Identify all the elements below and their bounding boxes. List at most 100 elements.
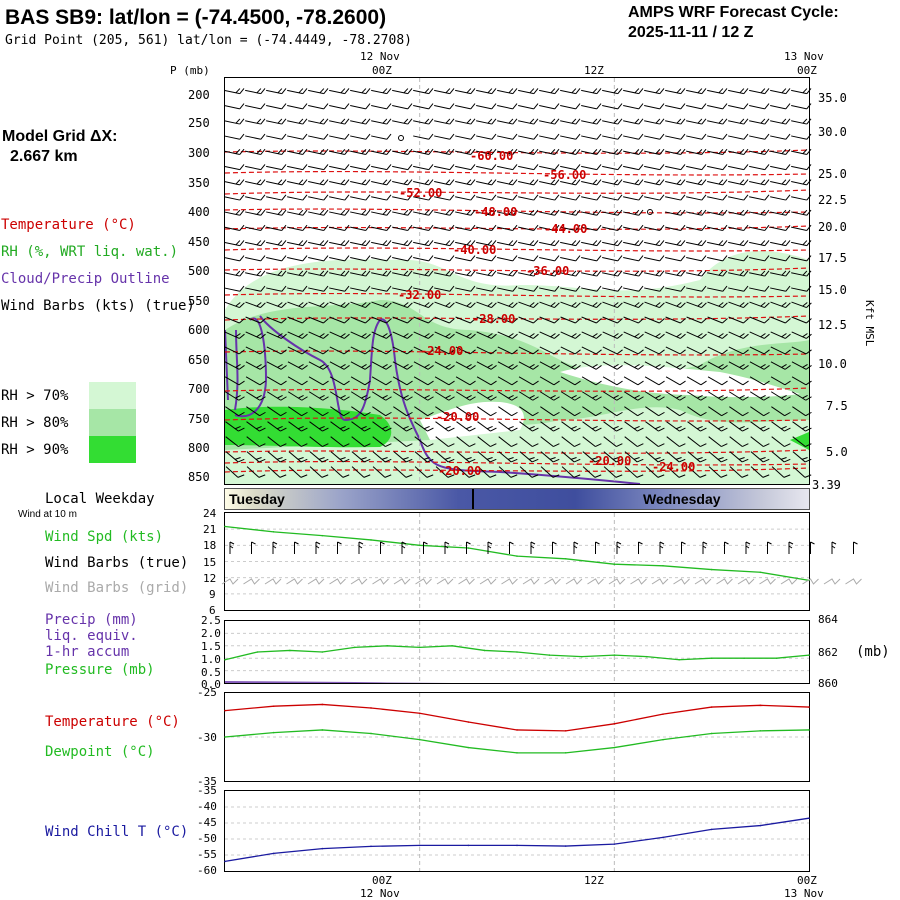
wind-barb bbox=[707, 209, 728, 216]
wind-barb bbox=[771, 406, 791, 417]
temperature-point bbox=[418, 712, 421, 715]
wind-ytick: 24 bbox=[203, 507, 217, 520]
wind-barb bbox=[393, 406, 413, 417]
grid-wind-barb bbox=[329, 578, 346, 585]
wind-barb bbox=[602, 376, 623, 386]
wind-barb bbox=[665, 376, 686, 386]
wind-barb bbox=[707, 179, 728, 186]
grid-wind-barb bbox=[694, 578, 712, 585]
wind-barb bbox=[770, 133, 791, 140]
pressure-point bbox=[678, 658, 681, 661]
surface-wind-barb bbox=[423, 541, 428, 554]
wind-barb bbox=[329, 194, 350, 201]
wind-barb bbox=[624, 421, 644, 432]
wind-barb bbox=[560, 391, 581, 401]
wind-barb bbox=[267, 436, 287, 447]
grid-wind-barb bbox=[307, 578, 325, 585]
isotherm-label: -40.00 bbox=[453, 243, 497, 257]
wind-barb bbox=[476, 179, 497, 186]
surface-wind-barb bbox=[788, 541, 794, 554]
wind-barb bbox=[644, 148, 665, 155]
wind-barb bbox=[350, 240, 371, 247]
wind-barb bbox=[476, 285, 497, 292]
surface-wind-barb bbox=[853, 541, 858, 554]
wind-barb bbox=[392, 103, 413, 110]
wind-barb bbox=[666, 421, 686, 432]
wind-barb bbox=[791, 391, 812, 401]
wind-barb bbox=[435, 406, 455, 417]
isotherm-label: -20.00 bbox=[438, 464, 482, 478]
wind-barb bbox=[371, 346, 392, 355]
wind-barb bbox=[308, 270, 329, 277]
wind-barb bbox=[770, 270, 791, 277]
wind-ytick: 6 bbox=[209, 604, 216, 617]
wind-barb bbox=[729, 451, 749, 463]
grid-wind-barb bbox=[393, 578, 411, 585]
wind-barb bbox=[792, 406, 812, 417]
wind-barb bbox=[728, 103, 749, 110]
wind-barb bbox=[497, 346, 518, 355]
wind-barb bbox=[708, 451, 728, 463]
wind-barb bbox=[497, 376, 518, 386]
wind-barb bbox=[224, 224, 245, 231]
wind-barb bbox=[707, 270, 728, 277]
wind-barb bbox=[602, 255, 623, 262]
wind-barb bbox=[581, 376, 602, 386]
grid-wind-barb bbox=[737, 578, 755, 585]
wind-chill-point bbox=[564, 845, 567, 847]
wind-barb bbox=[707, 240, 728, 247]
cloud-outline bbox=[225, 315, 641, 484]
wind-barb bbox=[498, 466, 518, 478]
wind-barb bbox=[350, 179, 371, 186]
wind-barb bbox=[560, 270, 581, 277]
wind-barb bbox=[225, 406, 245, 417]
wind-barb bbox=[603, 436, 623, 447]
pressure-point bbox=[289, 649, 291, 652]
wind-barb bbox=[266, 346, 287, 355]
wind-barb bbox=[371, 88, 392, 95]
wind-barb bbox=[686, 361, 707, 370]
wind-barb bbox=[308, 285, 329, 292]
wind-barb bbox=[413, 376, 434, 386]
h-tick: 10.0 bbox=[818, 357, 847, 371]
wind-barb bbox=[477, 421, 497, 432]
wind-barb bbox=[476, 255, 497, 262]
wind-barb bbox=[518, 103, 539, 110]
wind-barb bbox=[288, 451, 308, 463]
wind-barb bbox=[287, 209, 308, 216]
wind-barb bbox=[770, 103, 791, 110]
wind-barb bbox=[666, 451, 686, 463]
wind-barb bbox=[372, 436, 392, 447]
wind-barb bbox=[518, 240, 539, 247]
wind-barb bbox=[434, 164, 455, 171]
wind-barb bbox=[624, 466, 644, 478]
wind-barb bbox=[728, 391, 749, 401]
wind-barb bbox=[749, 118, 770, 125]
wind-barb bbox=[287, 224, 308, 231]
wind-barb bbox=[456, 436, 476, 447]
wind-barb bbox=[665, 301, 686, 309]
wind-barb bbox=[350, 316, 371, 324]
p-tick: 550 bbox=[188, 294, 210, 308]
wind-barb bbox=[560, 179, 581, 186]
wind-barb bbox=[371, 391, 392, 401]
wind-barb bbox=[560, 240, 581, 247]
wind-barb bbox=[477, 451, 497, 463]
grid-wind-barb bbox=[479, 578, 497, 585]
wind-barb bbox=[371, 148, 392, 155]
wind-barb bbox=[687, 451, 707, 463]
wind-barb bbox=[287, 194, 308, 201]
wind-barb bbox=[455, 88, 476, 95]
surface-wind-barb bbox=[466, 541, 471, 554]
wind-chill-point bbox=[272, 852, 275, 855]
wind-barb bbox=[266, 240, 287, 247]
wind-barb bbox=[539, 133, 560, 140]
surface-wind-barb bbox=[401, 541, 407, 554]
wind-barb bbox=[560, 285, 581, 292]
wind-barb bbox=[728, 301, 749, 309]
wind-barb bbox=[224, 361, 245, 370]
wind-barb bbox=[392, 194, 413, 201]
wind-barb bbox=[749, 255, 770, 262]
wind-barb bbox=[497, 88, 518, 95]
surface-wind-barb bbox=[745, 541, 751, 554]
